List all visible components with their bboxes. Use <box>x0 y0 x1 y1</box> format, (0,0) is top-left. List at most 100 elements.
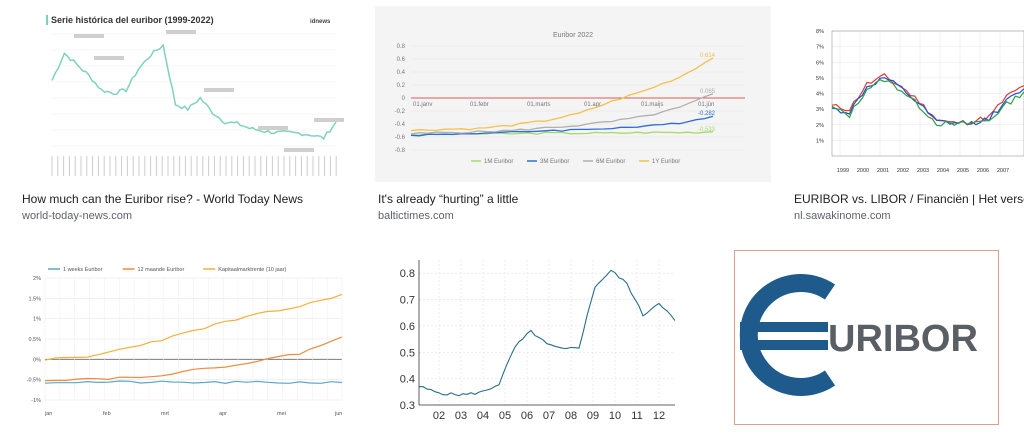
annotation-label <box>314 118 344 122</box>
annotation-label <box>258 126 288 130</box>
y-tick-label: 3% <box>816 107 824 113</box>
annotation-label <box>166 30 196 34</box>
x-tick-label: 1999 <box>837 168 849 174</box>
y-tick-label: 0.8 <box>400 268 415 280</box>
y-tick-label: 0.6 <box>397 57 406 63</box>
y-tick-label: 0.8 <box>397 44 406 50</box>
x-tick-label: 11 <box>631 410 642 422</box>
series-line <box>410 115 714 137</box>
x-tick-label: mei <box>277 411 286 417</box>
series-line <box>44 293 343 361</box>
legend-entry: 1M Euribor <box>484 159 513 165</box>
data-label: 0.614 <box>700 53 716 59</box>
y-tick-label: -1% <box>31 398 41 404</box>
euribor-vs-libor-chart: 8% 7% 6% 5% 4% 3% 2% 1% 1999 2000 2001 2002 2003 2004… <box>790 6 1024 182</box>
x-tick-label: 2005 <box>957 168 969 174</box>
annotation-label <box>94 56 124 60</box>
x-tick-label: 05 <box>499 410 511 422</box>
x-tick-label: 01.marts <box>527 102 550 108</box>
annotation-label <box>74 34 104 38</box>
result-thumbnail-3[interactable]: 8% 7% 6% 5% 4% 3% 2% 1% 1999 2000 2001 2002 2003 2004… <box>790 6 1024 182</box>
y-tick-label: 0.7 <box>400 295 415 307</box>
euribor-rate-chart: 0.8 0.7 0.6 0.5 0.4 0.3 02 03 04 05 06 07 08 09 10 11 12 <box>375 250 697 425</box>
euro-sign-icon <box>739 274 836 396</box>
y-tick-label: 0.4 <box>397 70 406 76</box>
euribor-weekly-chart: 2% 1.5% 1% 0.5% 0% -0.5% -1% jan feb mrt apr mei jun… <box>10 250 355 425</box>
result-title-1[interactable]: How much can the Euribor rise? - World T… <box>22 192 304 206</box>
series-line <box>44 336 343 382</box>
x-tick-label: 01.apr <box>584 102 601 108</box>
logo-text: URIBOR <box>828 318 978 360</box>
series-line <box>410 93 714 135</box>
x-tick-label: 01.febr <box>470 102 489 108</box>
result-title-3[interactable]: EURIBOR vs. LIBOR / Financiën | Het vers… <box>794 192 1024 206</box>
y-tick-label: 0.5 <box>400 347 415 359</box>
series-line <box>831 79 1024 127</box>
x-tick-label: 03 <box>455 410 467 422</box>
y-tick-label: 0.4 <box>400 374 415 386</box>
series-line <box>410 57 714 132</box>
y-tick-label: 6% <box>816 60 824 66</box>
x-tick-label: feb <box>103 411 111 417</box>
legend-entry: Kapitaalmarktrente (10 jaar) <box>218 267 286 273</box>
data-label: 0.065 <box>700 89 716 95</box>
result-thumbnail-2[interactable]: Euribor 2022 0.8 0.6 0.4 0.2 0 -0.2 -0.4 -0.6 -0… <box>375 6 771 182</box>
y-tick-label: 8% <box>816 29 824 35</box>
x-tick-label: 2001 <box>877 168 889 174</box>
x-tick-label: 2002 <box>897 168 909 174</box>
x-tick-label: 06 <box>521 410 533 422</box>
x-tick-label: jun <box>334 411 342 417</box>
y-tick-label: -0.5% <box>27 378 41 384</box>
y-tick-label: 0.3 <box>400 400 415 412</box>
series-line <box>44 380 343 385</box>
y-tick-label: 0.6 <box>400 321 415 333</box>
x-tick-label: 08 <box>565 410 577 422</box>
x-tick-label: 2006 <box>977 168 989 174</box>
x-tick-label: 2004 <box>937 168 949 174</box>
x-tick-label: jan <box>44 411 52 417</box>
legend-entry: 6M Euribor <box>596 159 625 165</box>
y-tick-label: 4% <box>816 92 824 98</box>
y-tick-label: 1% <box>816 138 824 144</box>
series-line <box>831 77 1024 126</box>
annotation-label <box>204 88 234 92</box>
x-tick-label: 01.maijs <box>641 102 663 108</box>
euribor-2022-chart: Euribor 2022 0.8 0.6 0.4 0.2 0 -0.2 -0.4 -0.6 -0… <box>375 6 771 182</box>
x-tick-label: 2007 <box>997 168 1009 174</box>
series-line <box>418 269 676 397</box>
y-tick-label: 5% <box>816 76 824 82</box>
y-tick-label: -0.4 <box>395 122 406 128</box>
legend-entry: 3M Euribor <box>540 159 569 165</box>
x-tick-label: 01.janv <box>413 102 432 108</box>
y-tick-label: 0.2 <box>397 83 406 89</box>
y-tick-label: -0.2 <box>395 109 406 115</box>
y-tick-label: 1.5% <box>28 296 41 302</box>
result-thumbnail-5[interactable]: 0.8 0.7 0.6 0.5 0.4 0.3 02 03 04 05 06 07 08 09 10 11 12 <box>375 250 697 425</box>
series-line <box>51 43 337 141</box>
x-tick-label: 04 <box>477 410 489 422</box>
data-label: -0.282 <box>698 111 716 117</box>
x-tick-label: mrt <box>161 411 169 417</box>
chart-title: Euribor 2022 <box>553 32 593 39</box>
legend-entry: 1 weeks Euribor <box>63 267 103 273</box>
result-title-2[interactable]: It's already “hurting” a little <box>378 192 519 206</box>
result-source-3: nl.sawakinome.com <box>794 210 891 222</box>
result-source-1: world-today-news.com <box>22 210 133 222</box>
brand-logo: idnews <box>310 19 331 25</box>
result-source-2: baltictimes.com <box>378 210 454 222</box>
result-thumbnail-4[interactable]: 2% 1.5% 1% 0.5% 0% -0.5% -1% jan feb mrt apr mei jun… <box>10 250 355 425</box>
x-tick-label: 12 <box>653 410 665 422</box>
chart-title: Serie histórica del euribor (1999-2022) <box>51 15 214 25</box>
y-tick-label: -0.6 <box>395 135 406 141</box>
result-thumbnail-1[interactable]: Serie histórica del euribor (1999-2022) … <box>18 6 355 182</box>
y-tick-label: 7% <box>816 45 824 51</box>
x-tick-label: 10 <box>609 410 621 422</box>
y-tick-label: 0 <box>402 96 406 102</box>
x-tick-label: apr <box>219 411 227 417</box>
x-tick-label: 2000 <box>857 168 869 174</box>
euribor-history-chart: Serie histórica del euribor (1999-2022) … <box>18 6 355 182</box>
y-tick-label: 0% <box>33 357 41 363</box>
result-thumbnail-6[interactable]: URIBOR <box>718 250 1024 425</box>
annotation-label <box>284 148 314 152</box>
x-tick-label: 02 <box>433 410 445 422</box>
